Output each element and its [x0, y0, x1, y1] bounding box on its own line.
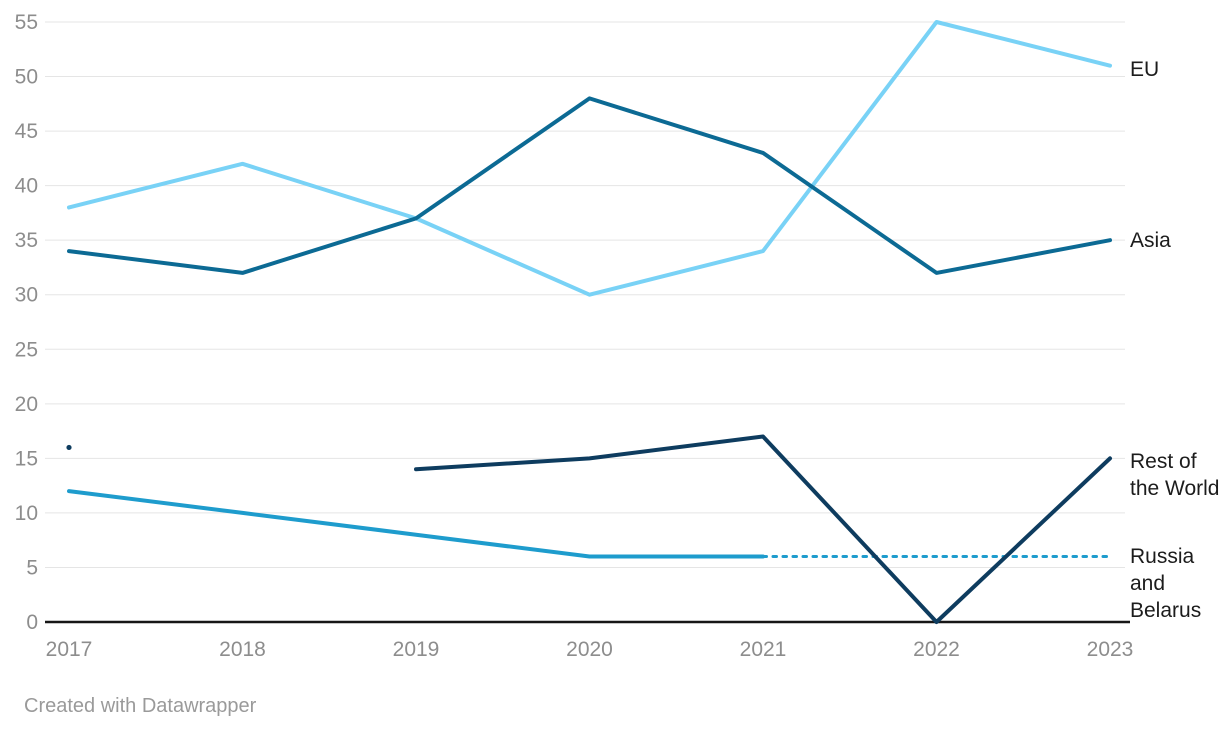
- y-tick-label: 45: [15, 120, 38, 143]
- y-tick-label: 50: [15, 66, 38, 89]
- series-label-eu: EU: [1130, 58, 1160, 81]
- y-tick-label: 40: [15, 175, 38, 198]
- x-tick-label: 2021: [740, 638, 787, 661]
- x-tick-label: 2018: [219, 638, 266, 661]
- y-tick-label: 15: [15, 447, 38, 470]
- y-tick-label: 0: [26, 611, 38, 634]
- series-label-rest-of-world: Rest of the World: [1130, 450, 1220, 500]
- y-tick-label: 30: [15, 284, 38, 307]
- series-line-rest-of-the-world: [414, 434, 1112, 624]
- line-chart: 0 5 10 15 20 25 30 35 40 45 50 55 2017 2018 2019 2020 20…: [15, 11, 1134, 661]
- series-line-asia: [67, 96, 1112, 275]
- y-tick-label: 25: [15, 338, 38, 361]
- series-line-russia-and-belarus: [67, 489, 765, 559]
- y-tick-label: 20: [15, 393, 38, 416]
- x-tick-label: 2017: [46, 638, 93, 661]
- x-tick-label: 2020: [566, 638, 613, 661]
- series-point-rest-of-the-world: [66, 444, 72, 451]
- attribution-text: Created with Datawrapper: [24, 695, 257, 717]
- y-tick-label: 35: [15, 229, 38, 252]
- series-label-russia-and-belarus: Russia and Belarus: [1130, 545, 1202, 622]
- series-line-eu: [67, 20, 1112, 297]
- y-tick-label: 55: [15, 11, 38, 34]
- x-tick-label: 2022: [913, 638, 960, 661]
- series-label-asia: Asia: [1130, 229, 1171, 252]
- y-tick-label: 10: [15, 502, 38, 525]
- x-tick-label: 2023: [1087, 638, 1134, 661]
- x-tick-label: 2019: [393, 638, 440, 661]
- y-tick-label: 5: [26, 556, 38, 579]
